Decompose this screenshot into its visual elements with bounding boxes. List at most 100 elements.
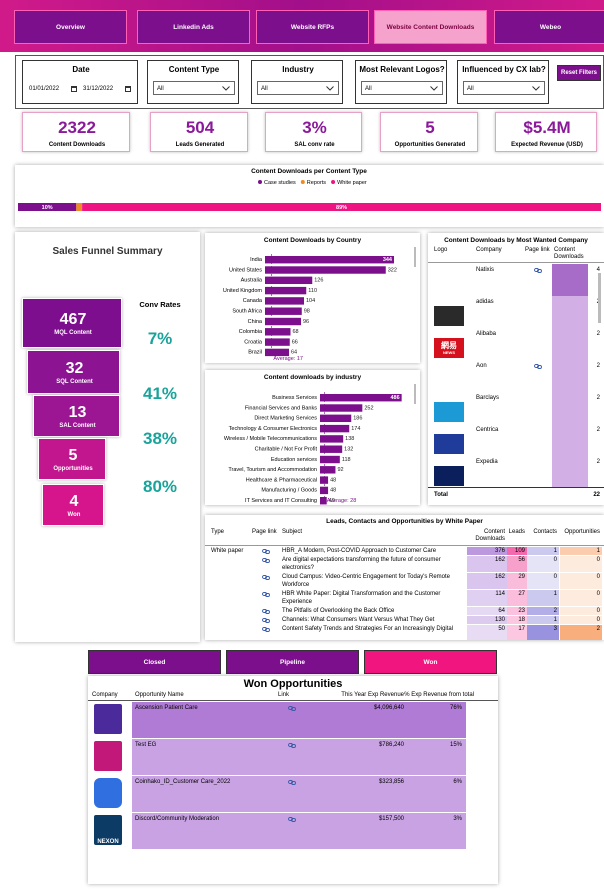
filter-label: Date	[72, 65, 90, 74]
link-icon-part	[537, 269, 542, 273]
metric-cell	[467, 625, 507, 640]
bar	[320, 435, 344, 443]
nav-tab[interactable]: Linkedin Ads	[137, 10, 250, 44]
bar	[265, 256, 394, 264]
category-label: IT Services and IT Consulting	[245, 498, 317, 504]
nav-tab[interactable]: Website RFPs	[256, 10, 369, 44]
column-header: Link	[278, 692, 290, 698]
link-icon[interactable]	[288, 780, 296, 785]
bar	[320, 486, 329, 495]
metric-value: 64	[498, 608, 505, 614]
average-label: Average: 17	[273, 356, 303, 362]
metric-value: 56	[518, 557, 525, 563]
link-icon[interactable]	[534, 364, 542, 369]
link-icon[interactable]	[262, 609, 270, 614]
data-bar-cell	[552, 296, 588, 328]
metric-cell	[507, 616, 527, 624]
kpi-value: 3%	[302, 118, 327, 137]
company-logo	[434, 466, 464, 486]
metric-value: 0	[596, 557, 600, 563]
column-header: Logo	[434, 247, 448, 253]
dropdown[interactable]: All	[257, 81, 339, 95]
metric-cell	[560, 556, 602, 572]
metric-cell	[467, 590, 507, 606]
value-label: 486	[390, 395, 399, 401]
value-label: 186	[353, 416, 362, 422]
metric-cell	[527, 547, 559, 555]
bar	[265, 348, 289, 357]
row-rule	[88, 775, 498, 776]
link-icon[interactable]	[262, 558, 270, 563]
metric-value: 0	[596, 608, 600, 614]
bar	[265, 286, 307, 295]
downloads-cell: 2	[596, 331, 600, 337]
link-icon[interactable]	[262, 549, 270, 554]
legend-label: Case studies	[264, 180, 296, 186]
metric-cell	[527, 573, 559, 589]
header-rule	[205, 545, 604, 546]
reset-button[interactable]: Reset Filters	[557, 65, 601, 81]
company-name: adidas	[476, 299, 494, 305]
filter-label: Most Relevant Logos?	[359, 65, 445, 74]
metric-cell	[507, 547, 527, 555]
column-header: Type	[211, 529, 225, 535]
link-icon[interactable]	[288, 706, 296, 711]
value-label: 64	[291, 350, 297, 356]
link-icon[interactable]	[262, 627, 270, 632]
funnel-value: 32	[65, 360, 84, 377]
link-icon[interactable]	[262, 592, 270, 597]
bar	[265, 276, 313, 285]
scrollbar	[414, 247, 416, 267]
link-icon-part	[291, 744, 296, 748]
subject-cell: Channels: What Consumers Want Versus Wha…	[282, 617, 435, 623]
stage-tab[interactable]: Won	[364, 650, 497, 674]
link-icon-part	[265, 559, 270, 563]
link-icon[interactable]	[288, 743, 296, 748]
company-name: Alibaba	[476, 331, 497, 337]
link-icon[interactable]	[288, 817, 296, 822]
metric-cell	[507, 556, 527, 572]
table-panel: Content Downloads by Most Wanted Company…	[428, 233, 604, 505]
metric-value: 1	[596, 548, 600, 554]
dropdown[interactable]: All	[463, 81, 545, 95]
data-bar-cell	[552, 424, 588, 456]
stage-tab[interactable]: Closed	[88, 650, 221, 674]
dropdown[interactable]: All	[361, 81, 443, 95]
funnel-value: 4	[69, 493, 79, 510]
link-icon[interactable]	[262, 618, 270, 623]
bar	[265, 266, 386, 274]
dropdown[interactable]: All	[153, 81, 235, 95]
company-logo	[94, 741, 122, 771]
link-icon[interactable]	[262, 575, 270, 580]
nav-tab[interactable]: Webeo	[494, 10, 604, 44]
legend-label: White paper	[337, 180, 367, 186]
nav-tab[interactable]: Overview	[14, 10, 127, 44]
value-label: 138	[345, 436, 354, 442]
company-name: Barclays	[476, 395, 500, 401]
column-header: Company	[92, 692, 118, 698]
metric-value: 0	[596, 617, 600, 623]
opportunity-name: Ascension Patient Care	[135, 705, 198, 711]
bar	[320, 394, 402, 402]
stage-tab[interactable]: Pipeline	[226, 650, 359, 674]
metric-cell	[527, 590, 559, 606]
row-rule	[88, 812, 498, 813]
funnel-label: Opportunities	[53, 466, 93, 472]
link-icon-part	[291, 781, 296, 785]
data-bar-cell	[552, 264, 588, 296]
total-rule	[428, 487, 604, 488]
link-icon-part	[265, 576, 270, 580]
column-header: Opportunity Name	[135, 692, 184, 698]
funnel-panel: Sales Funnel Summary Conv Rates 467 MQL Con…	[15, 232, 200, 642]
bar	[265, 297, 304, 305]
nav-tab[interactable]: Website Content Downloads	[374, 10, 487, 44]
metric-value: 2	[553, 608, 557, 614]
metric-cell	[560, 625, 602, 640]
chart-title: Content downloads by industry	[264, 374, 362, 381]
chart: Content Downloads per Content Type Case s…	[18, 168, 601, 211]
metric-cell	[467, 616, 507, 624]
metric-value: 1	[553, 591, 557, 597]
value-label: 89%	[336, 205, 347, 211]
link-icon[interactable]	[534, 268, 542, 273]
share-cell: 15%	[449, 742, 462, 748]
